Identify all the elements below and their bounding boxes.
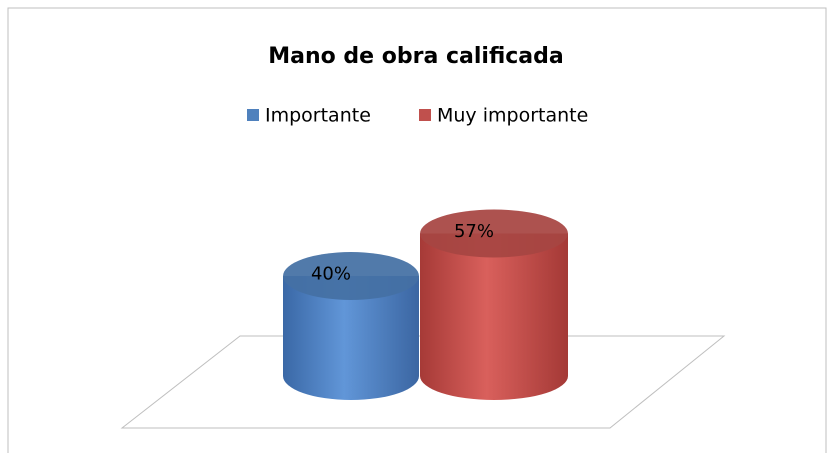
data-label: 57% [454, 221, 494, 242]
legend-swatch [247, 109, 259, 121]
legend: Importante Muy importante [247, 105, 588, 127]
data-label: 40% [311, 263, 351, 284]
cylinder-top-shade [420, 209, 568, 258]
chart-frame [7, 7, 827, 453]
legend-swatch [419, 109, 431, 121]
legend-label: Importante [265, 105, 371, 127]
chart-title: Mano de obra calificada [268, 44, 563, 69]
legend-label: Muy importante [437, 105, 588, 127]
cylinder-top-shade [283, 252, 419, 300]
cylinder [283, 276, 419, 400]
plot: 40% 57% [283, 209, 568, 400]
cylinder-top [283, 252, 419, 300]
cylinder-top [420, 209, 568, 258]
cylinder [420, 233, 568, 400]
